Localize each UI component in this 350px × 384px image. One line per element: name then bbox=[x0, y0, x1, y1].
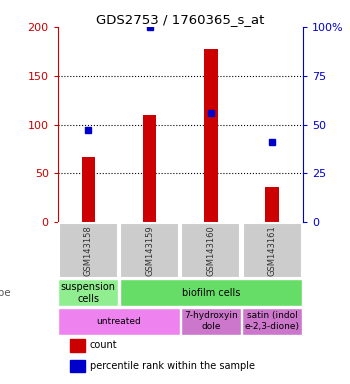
Bar bbox=[70, 360, 85, 372]
FancyBboxPatch shape bbox=[120, 279, 302, 306]
FancyBboxPatch shape bbox=[243, 223, 301, 278]
Text: GSM143161: GSM143161 bbox=[268, 225, 276, 276]
Text: satin (indol
e-2,3-dione): satin (indol e-2,3-dione) bbox=[245, 311, 300, 331]
Text: cell type: cell type bbox=[0, 288, 10, 298]
FancyBboxPatch shape bbox=[59, 223, 118, 278]
Text: GSM143158: GSM143158 bbox=[84, 225, 93, 276]
Text: 7-hydroxyin
dole: 7-hydroxyin dole bbox=[184, 311, 238, 331]
Text: GSM143159: GSM143159 bbox=[145, 225, 154, 276]
Bar bbox=[70, 339, 85, 352]
Title: GDS2753 / 1760365_s_at: GDS2753 / 1760365_s_at bbox=[96, 13, 265, 26]
Text: count: count bbox=[90, 341, 117, 351]
Text: biofilm cells: biofilm cells bbox=[182, 288, 240, 298]
Text: GSM143160: GSM143160 bbox=[206, 225, 215, 276]
FancyBboxPatch shape bbox=[242, 308, 302, 334]
FancyBboxPatch shape bbox=[181, 308, 241, 334]
Text: untreated: untreated bbox=[97, 316, 141, 326]
FancyBboxPatch shape bbox=[58, 308, 180, 334]
Text: suspension
cells: suspension cells bbox=[61, 282, 116, 304]
FancyBboxPatch shape bbox=[181, 223, 240, 278]
Bar bbox=[265, 187, 279, 222]
Bar bbox=[204, 49, 218, 222]
FancyBboxPatch shape bbox=[120, 223, 179, 278]
Bar bbox=[82, 157, 95, 222]
Bar bbox=[143, 115, 156, 222]
Text: percentile rank within the sample: percentile rank within the sample bbox=[90, 361, 254, 371]
FancyBboxPatch shape bbox=[58, 279, 118, 306]
